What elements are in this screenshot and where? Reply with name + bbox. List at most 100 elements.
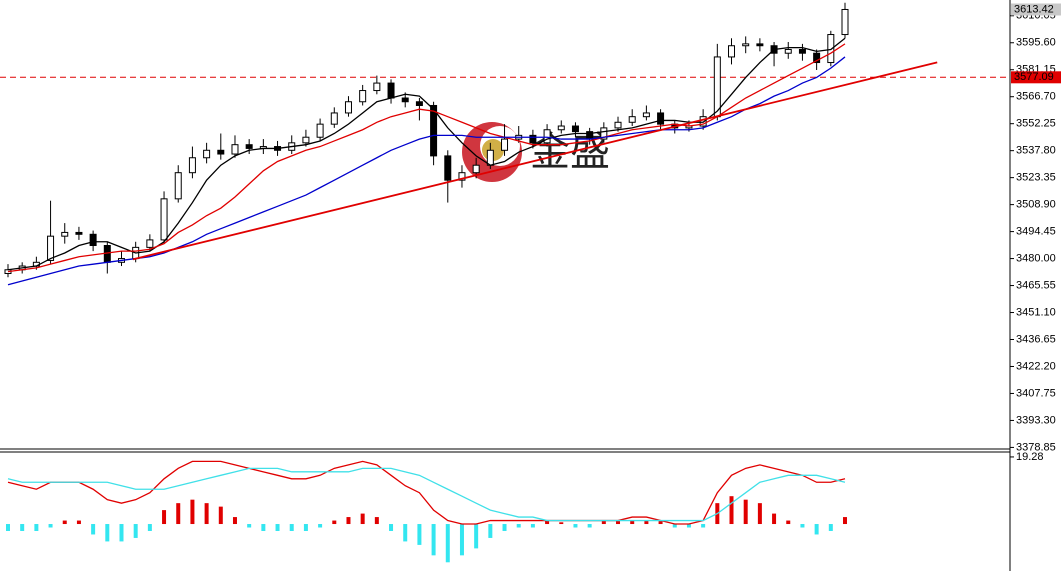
histogram-bar: [105, 524, 110, 542]
candle-body: [784, 48, 792, 54]
histogram-bar: [474, 524, 479, 549]
y-tick-label: 19.28: [1016, 451, 1044, 463]
candle-body: [742, 43, 750, 47]
moving-average: [7, 37, 846, 271]
y-tick-label: 3537.80: [1016, 145, 1056, 157]
candle-body: [231, 144, 239, 155]
candle-body: [841, 8, 849, 36]
y-tick-label: 3494.45: [1016, 226, 1056, 238]
candle-body: [657, 112, 665, 125]
candle-body: [188, 157, 196, 174]
histogram-bar: [190, 499, 195, 525]
histogram-bar: [275, 524, 280, 531]
y-tick-label: 3422.20: [1016, 360, 1056, 372]
histogram-bar: [147, 524, 152, 531]
price-line-label: 3577.09: [1014, 71, 1054, 83]
y-tick-label: 3465.55: [1016, 279, 1056, 291]
histogram-bar: [814, 524, 819, 535]
histogram-bar: [686, 524, 691, 528]
histogram-bar: [6, 524, 10, 531]
histogram-bar: [218, 506, 223, 525]
histogram-bar: [559, 522, 564, 525]
moving-average: [7, 43, 846, 273]
candle-body: [47, 235, 55, 261]
candle-body: [387, 82, 395, 99]
histogram-bar: [573, 524, 578, 528]
histogram-bar: [389, 524, 394, 531]
candle-body: [146, 239, 154, 248]
histogram-bar: [743, 499, 748, 525]
histogram-bar: [91, 524, 96, 535]
histogram-bar: [48, 524, 53, 528]
histogram-bar: [162, 510, 167, 525]
histogram-bar: [403, 524, 408, 542]
histogram-bar: [488, 524, 493, 538]
candle-body: [642, 112, 650, 118]
histogram-bar: [20, 524, 25, 531]
macd-line: [7, 467, 846, 522]
histogram-bar: [332, 520, 337, 525]
candle-body: [344, 101, 352, 114]
candle-body: [415, 101, 423, 106]
histogram-bar: [530, 524, 535, 528]
y-tick-label: 3566.70: [1016, 91, 1056, 103]
histogram-bar: [360, 513, 365, 525]
y-tick-label: 3508.90: [1016, 199, 1056, 211]
candle-body: [316, 123, 324, 138]
candle-body: [756, 43, 764, 47]
histogram-bar: [729, 496, 734, 525]
candle-body: [628, 116, 636, 123]
histogram-bar: [119, 524, 124, 542]
y-tick-label: 3595.60: [1016, 37, 1056, 49]
histogram-bar: [658, 520, 663, 525]
price-line-box: [1011, 71, 1061, 84]
candle-body: [430, 104, 438, 157]
histogram-bar: [786, 520, 791, 525]
y-tick-label: 3407.75: [1016, 387, 1056, 399]
macd-line: [7, 460, 846, 525]
histogram-bar: [828, 524, 833, 531]
histogram-bar: [772, 513, 777, 525]
histogram-bar: [459, 524, 464, 556]
candle-body: [217, 149, 225, 155]
candle-body: [798, 48, 806, 54]
histogram-bar: [346, 517, 351, 525]
candle-body: [203, 149, 211, 159]
histogram-bar: [133, 524, 138, 538]
histogram-bar: [204, 503, 209, 525]
histogram-bar: [261, 524, 266, 531]
candle-body: [103, 245, 111, 263]
y-tick-label: 3552.25: [1016, 118, 1056, 130]
histogram-bar: [516, 524, 521, 528]
y-tick-label: 3436.65: [1016, 333, 1056, 345]
histogram-bar: [545, 520, 550, 525]
y-tick-label: 3451.10: [1016, 306, 1056, 318]
candle-body: [501, 138, 509, 151]
histogram-bar: [417, 524, 422, 545]
candle-body: [89, 233, 97, 247]
candle-body: [359, 90, 367, 103]
candle-body: [373, 82, 381, 92]
candle-body: [61, 231, 69, 237]
histogram-bar: [701, 524, 706, 528]
candle-body: [472, 164, 480, 174]
candle-body: [571, 125, 579, 133]
last-price-label: 3613.42: [1014, 3, 1054, 15]
histogram-bar: [374, 517, 379, 525]
histogram-bar: [232, 517, 237, 525]
histogram-bar: [502, 524, 507, 531]
candle-body: [557, 125, 565, 131]
histogram-bar: [644, 520, 649, 525]
histogram-bar: [318, 524, 323, 528]
candle-body: [245, 144, 253, 149]
candle-body: [401, 97, 409, 103]
y-tick-label: 3480.00: [1016, 252, 1056, 264]
histogram-bar: [616, 520, 621, 525]
candle-body: [458, 172, 466, 181]
histogram-bar: [601, 520, 606, 525]
candle-body: [728, 45, 736, 58]
candle-body: [827, 34, 835, 64]
histogram-bar: [843, 517, 847, 525]
